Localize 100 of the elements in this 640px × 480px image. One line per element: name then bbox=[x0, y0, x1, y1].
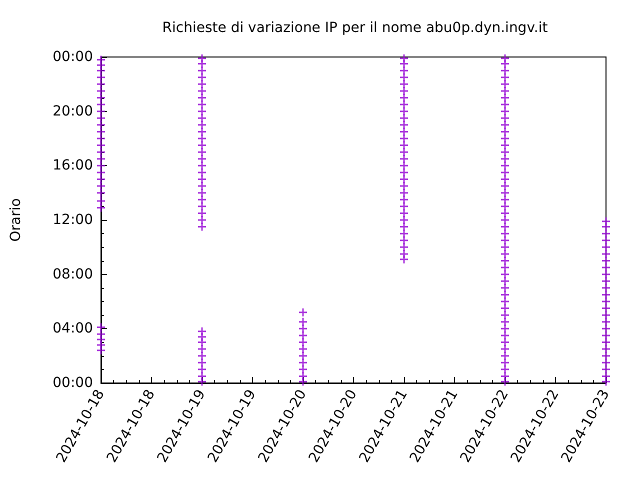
point bbox=[399, 154, 409, 164]
point bbox=[197, 54, 207, 64]
point bbox=[298, 324, 308, 334]
point bbox=[197, 160, 207, 170]
point bbox=[96, 196, 106, 206]
point bbox=[500, 236, 510, 246]
point bbox=[298, 317, 308, 327]
point bbox=[500, 283, 510, 293]
point bbox=[399, 168, 409, 178]
y-tick-label: 04:00 bbox=[52, 320, 93, 337]
point bbox=[96, 72, 106, 82]
point bbox=[500, 202, 510, 212]
point bbox=[399, 134, 409, 144]
point bbox=[197, 188, 207, 198]
y-axis-title: Orario bbox=[8, 198, 24, 242]
point bbox=[601, 290, 611, 300]
point bbox=[96, 154, 106, 164]
point bbox=[197, 106, 207, 116]
point bbox=[399, 188, 409, 198]
point bbox=[500, 351, 510, 361]
point bbox=[500, 324, 510, 334]
point bbox=[298, 308, 308, 318]
point bbox=[500, 194, 510, 204]
point bbox=[500, 188, 510, 198]
point bbox=[399, 86, 409, 96]
point bbox=[500, 174, 510, 184]
point bbox=[601, 310, 611, 320]
point bbox=[399, 160, 409, 170]
point bbox=[399, 208, 409, 218]
point bbox=[500, 147, 510, 157]
point bbox=[500, 338, 510, 347]
point bbox=[96, 203, 106, 213]
point bbox=[96, 126, 106, 136]
point bbox=[500, 344, 510, 354]
point bbox=[500, 242, 510, 252]
point bbox=[500, 317, 510, 327]
point bbox=[96, 147, 106, 157]
point bbox=[96, 168, 106, 178]
y-tick-label: 00:00 bbox=[52, 375, 93, 391]
y-tick-label: 16:00 bbox=[52, 158, 93, 174]
point bbox=[399, 249, 409, 259]
y-tick-label: 20:00 bbox=[52, 103, 93, 120]
point bbox=[500, 160, 510, 170]
point bbox=[500, 100, 510, 110]
point bbox=[197, 181, 207, 191]
point bbox=[96, 322, 106, 332]
point bbox=[399, 174, 409, 184]
point bbox=[399, 100, 409, 110]
point bbox=[96, 160, 106, 170]
point bbox=[96, 86, 106, 96]
point bbox=[96, 106, 106, 116]
point bbox=[298, 364, 308, 374]
point bbox=[197, 66, 207, 76]
point bbox=[601, 262, 611, 272]
point bbox=[500, 270, 510, 280]
point bbox=[197, 371, 207, 381]
point bbox=[601, 371, 611, 381]
point bbox=[500, 106, 510, 116]
point bbox=[601, 256, 611, 266]
point bbox=[197, 208, 207, 218]
point bbox=[500, 168, 510, 178]
point bbox=[197, 79, 207, 89]
point bbox=[298, 371, 308, 381]
point bbox=[601, 216, 611, 226]
point bbox=[197, 86, 207, 96]
point bbox=[500, 296, 510, 306]
point bbox=[500, 66, 510, 76]
point bbox=[399, 126, 409, 136]
point bbox=[96, 140, 106, 150]
point bbox=[96, 79, 106, 89]
point bbox=[500, 310, 510, 320]
point bbox=[601, 304, 611, 314]
point bbox=[399, 79, 409, 89]
point bbox=[500, 54, 510, 64]
point bbox=[399, 140, 409, 150]
point bbox=[197, 194, 207, 204]
point bbox=[399, 147, 409, 157]
point bbox=[197, 113, 207, 123]
point bbox=[96, 174, 106, 184]
point bbox=[197, 72, 207, 82]
point bbox=[601, 351, 611, 361]
point bbox=[601, 344, 611, 354]
point bbox=[96, 181, 106, 191]
point bbox=[298, 338, 308, 347]
point bbox=[197, 344, 207, 354]
point bbox=[500, 126, 510, 136]
point bbox=[500, 154, 510, 164]
point bbox=[197, 215, 207, 225]
chart-title: Richieste di variazione IP per il nome abu0p.dyn.ingv.it bbox=[162, 20, 548, 36]
point bbox=[601, 228, 611, 238]
point bbox=[500, 256, 510, 266]
point bbox=[96, 120, 106, 130]
point bbox=[298, 358, 308, 368]
point bbox=[197, 140, 207, 150]
point bbox=[399, 242, 409, 252]
point bbox=[601, 364, 611, 374]
point bbox=[197, 168, 207, 178]
point bbox=[601, 324, 611, 334]
point bbox=[399, 113, 409, 123]
point bbox=[601, 283, 611, 293]
